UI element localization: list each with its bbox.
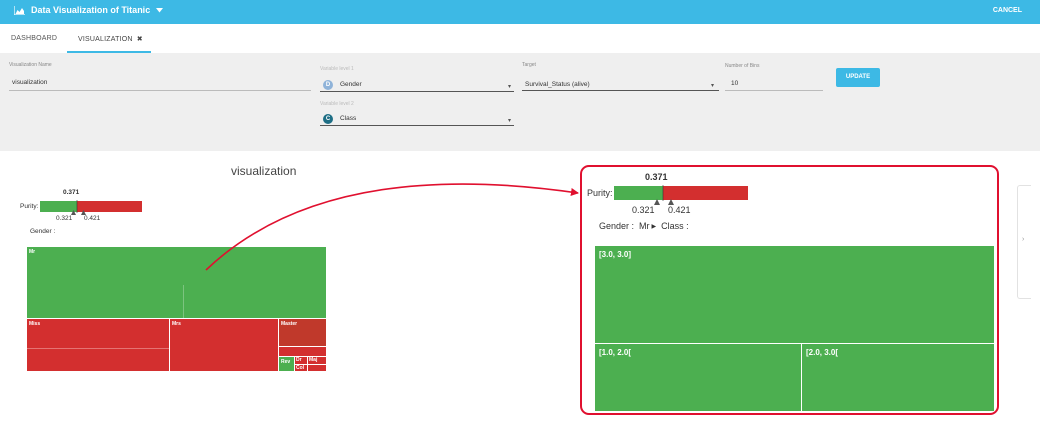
treemap-zoom-cell-2-3[interactable]: [2.0, 3.0[ [802, 344, 994, 411]
treemap-cell-label: [1.0, 2.0[ [599, 348, 632, 357]
var1-underline [320, 91, 514, 92]
var2-select[interactable]: Class [340, 115, 357, 122]
purity-value: 0.371 [63, 189, 80, 196]
zoom-purity-value: 0.371 [645, 172, 668, 182]
app-title: Data Visualization of Titanic [31, 5, 151, 15]
purity-label: Purity: [20, 203, 39, 210]
app-header: Data Visualization of Titanic CANCEL [0, 0, 1040, 24]
name-field-label: Visualization Name [9, 62, 52, 68]
treemap-cell-label: Miss [29, 321, 41, 327]
var2-underline [320, 125, 514, 126]
bins-label: Number of Bins [725, 63, 760, 69]
discrete-type-icon: D [323, 80, 333, 90]
update-button[interactable]: UPDATE [836, 68, 880, 87]
treemap-divider [27, 318, 326, 319]
breadcrumb-root: Gender : [30, 228, 56, 235]
breadcrumb: Gender : Mr ▶ Class : [599, 221, 689, 231]
treemap-cell-rev[interactable]: Rev [279, 357, 294, 371]
caret-down-icon [156, 7, 164, 12]
close-tab-icon[interactable]: ✖ [136, 36, 143, 43]
treemap-cell-label: Col [296, 365, 305, 371]
target-label: Target [522, 62, 536, 68]
chevron-right-icon: › [1022, 236, 1025, 243]
zoom-purity-high-value: 0.421 [668, 205, 691, 215]
zoom-purity-label: Purity: [587, 188, 613, 198]
treemap-cell-label: [2.0, 3.0[ [806, 348, 839, 357]
active-tab-indicator [67, 51, 151, 53]
treemap-cell-small[interactable] [308, 365, 326, 371]
name-field-underline [9, 90, 311, 91]
treemap-cell-miss[interactable]: Miss [27, 319, 169, 371]
var1-label: Variable level 1 [320, 66, 354, 72]
treemap-cell-label: Dr [296, 357, 302, 363]
treemap-zoom-cell-3[interactable]: [3.0, 3.0] [595, 246, 994, 343]
name-field[interactable]: visualization [12, 79, 48, 86]
var1-dropdown-icon[interactable]: ▾ [508, 84, 512, 90]
area-chart-icon [14, 5, 25, 15]
target-select[interactable]: Survival_Status (alive) [525, 81, 590, 88]
app-title-menu[interactable]: Data Visualization of Titanic [14, 5, 164, 15]
treemap-zoom-cell-1-2[interactable]: [1.0, 2.0[ [595, 344, 801, 411]
visualization-title: visualization [231, 164, 297, 178]
treemap-cell-mr[interactable]: Mr [27, 247, 326, 318]
breadcrumb-next: Class : [661, 221, 689, 231]
treemap-cell-other[interactable] [279, 347, 326, 356]
tab-visualization-label: VISUALIZATION [78, 36, 133, 43]
purity-bar [40, 200, 142, 215]
zoom-purity-bar [614, 185, 748, 205]
purity-low-value: 0.321 [56, 215, 73, 222]
zoomed-view-highlight [580, 165, 999, 415]
treemap-subdivider [183, 285, 184, 318]
tab-bar: DASHBOARD VISUALIZATION ✖ [0, 24, 1040, 53]
treemap-cell-col[interactable]: Col [295, 365, 307, 371]
treemap-cell-label: Rev [281, 359, 291, 365]
treemap-cell-maj[interactable]: Maj [308, 357, 326, 364]
treemap-cell-label: [3.0, 3.0] [599, 250, 632, 259]
var2-dropdown-icon[interactable]: ▾ [508, 118, 512, 124]
chevron-right-icon: ▶ [651, 223, 657, 230]
treemap-cell-label: Maj [309, 357, 318, 363]
bins-underline [725, 90, 823, 91]
treemap-cell-master[interactable]: Master [279, 319, 326, 346]
tab-visualization[interactable]: VISUALIZATION ✖ [78, 35, 143, 43]
breadcrumb-node[interactable]: Mr [639, 221, 650, 231]
breadcrumb-root-label: Gender : [599, 221, 635, 231]
cancel-button[interactable]: CANCEL [992, 7, 1022, 14]
treemap-subdivider [27, 348, 169, 349]
zoom-purity-low-value: 0.321 [632, 205, 655, 215]
side-panel-toggle[interactable]: › [1017, 185, 1031, 299]
treemap-cell-label: Mr [29, 249, 36, 255]
target-dropdown-icon[interactable]: ▾ [711, 83, 715, 89]
purity-high-value: 0.421 [84, 215, 101, 222]
var2-label: Variable level 2 [320, 101, 354, 107]
bins-field[interactable]: 10 [731, 80, 739, 87]
continuous-type-icon: C [323, 114, 333, 124]
tab-dashboard[interactable]: DASHBOARD [11, 35, 58, 42]
treemap-cell-mrs[interactable]: Mrs [170, 319, 278, 371]
treemap-cell-dr[interactable]: Dr [295, 357, 307, 364]
treemap-cell-label: Master [281, 321, 298, 327]
target-underline [522, 90, 719, 91]
treemap-cell-label: Mrs [172, 321, 181, 327]
var1-select[interactable]: Gender [340, 81, 362, 88]
